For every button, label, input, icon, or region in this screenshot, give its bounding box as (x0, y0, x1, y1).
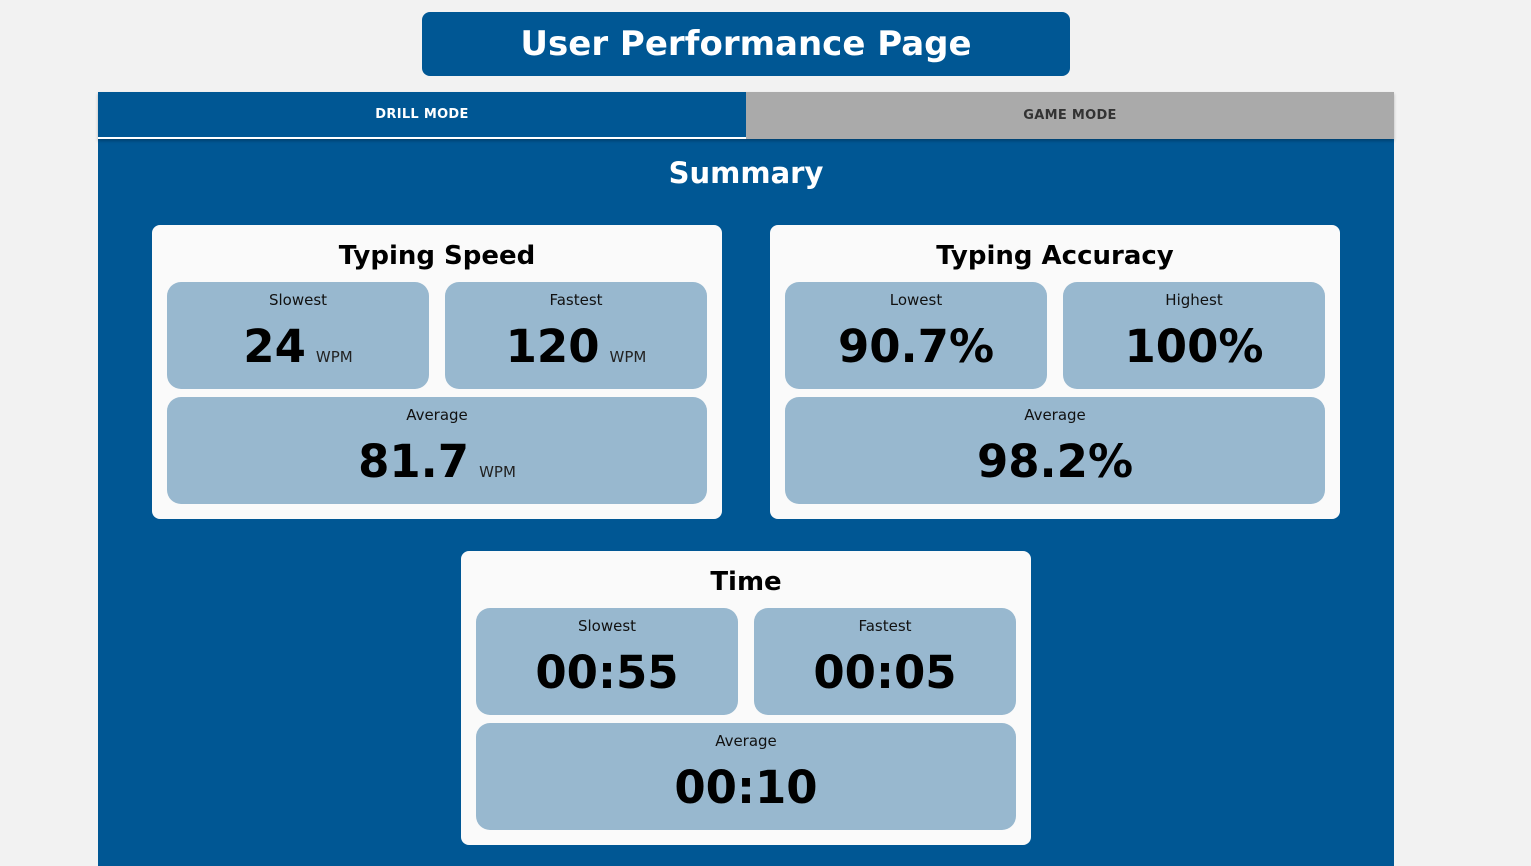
stat-label: Fastest (858, 617, 912, 635)
stat-unit: WPM (609, 348, 647, 366)
page-title: User Performance Page (422, 12, 1070, 76)
stat-value: 00:10 (674, 761, 818, 814)
stat-label: Average (406, 406, 468, 424)
stat-label: Average (1024, 406, 1086, 424)
stat-label: Slowest (268, 291, 328, 309)
mode-tab-bar: DRILL MODE GAME MODE (98, 92, 1394, 139)
stat-value: 00:55 (535, 646, 679, 699)
stat-label: Highest (1165, 291, 1223, 309)
stat-unit: WPM (479, 463, 516, 481)
accuracy-highest-stat: Highest 100% (1063, 282, 1325, 389)
typing-speed-card: Typing Speed Slowest 24 WPM Fastest 120 WP… (152, 225, 722, 519)
stat-label: Slowest (577, 617, 637, 635)
card-title: Typing Accuracy (936, 241, 1174, 271)
stat-unit: WPM (315, 348, 353, 366)
tab-drill-mode[interactable]: DRILL MODE (98, 92, 746, 139)
stat-value: 90.7% (837, 320, 995, 373)
stat-label: Average (715, 732, 777, 750)
time-slowest-stat: Slowest 00:55 (476, 608, 738, 715)
time-card: Time Slowest 00:55 Fastest 00:05 Average… (461, 551, 1031, 845)
stat-label: Fastest (549, 291, 603, 309)
time-fastest-stat: Fastest 00:05 (754, 608, 1016, 715)
speed-slowest-stat: Slowest 24 WPM (167, 282, 429, 389)
time-average-stat: Average 00:10 (476, 723, 1016, 830)
accuracy-average-stat: Average 98.2% (785, 397, 1325, 504)
summary-panel: DRILL MODE GAME MODE Summary Typing Spee… (98, 92, 1394, 866)
stat-value: 120 (505, 320, 600, 373)
stat-value: 24 (243, 320, 306, 373)
summary-heading: Summary (668, 156, 824, 190)
speed-fastest-stat: Fastest 120 WPM (445, 282, 707, 389)
stat-label: Lowest (889, 291, 943, 309)
typing-accuracy-card: Typing Accuracy Lowest 90.7% Highest 100… (770, 225, 1340, 519)
stat-value: 00:05 (813, 646, 957, 699)
stat-value: 81.7 (358, 435, 470, 488)
accuracy-lowest-stat: Lowest 90.7% (785, 282, 1047, 389)
card-title: Typing Speed (338, 241, 536, 271)
speed-average-stat: Average 81.7 WPM (167, 397, 707, 504)
tab-game-mode[interactable]: GAME MODE (746, 92, 1394, 139)
stat-value: 100% (1124, 320, 1264, 373)
card-title: Time (710, 567, 782, 597)
stat-value: 98.2% (976, 435, 1134, 488)
